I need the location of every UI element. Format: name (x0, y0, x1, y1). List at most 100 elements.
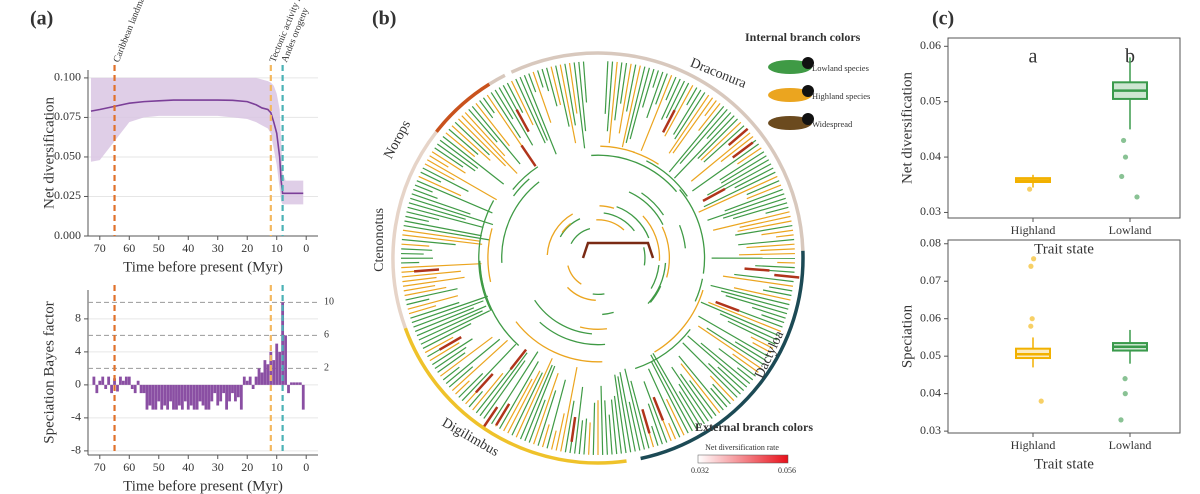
tip-branch (503, 378, 533, 432)
tip-branch (678, 355, 724, 411)
root-branch (581, 241, 655, 259)
tip-branch (614, 374, 627, 454)
tip-branch (692, 143, 760, 192)
bar (169, 384, 172, 402)
tip-branch (414, 307, 475, 332)
y-tick-label: 0.000 (54, 228, 81, 242)
bar (180, 384, 184, 410)
lizard-head (802, 85, 814, 97)
tip-branch (555, 65, 570, 127)
bar (133, 384, 137, 394)
bar (195, 384, 199, 410)
tip-branch (751, 306, 786, 319)
x-tick-label: 0 (303, 241, 309, 255)
point (1028, 323, 1034, 329)
tip-branch (618, 63, 632, 134)
panel-label: (b) (372, 8, 396, 30)
tip-branch (461, 343, 517, 402)
confidence-band (90, 77, 304, 205)
bar (148, 384, 152, 406)
tip-branch (410, 197, 494, 226)
x-tick-label: 0 (303, 460, 309, 474)
tip-branch (471, 105, 521, 165)
tip-branch (406, 298, 430, 306)
tip-branch (523, 75, 557, 155)
bar (186, 384, 190, 410)
tip-branch (668, 105, 725, 173)
tip-branch (411, 295, 489, 324)
internal-branch (679, 189, 706, 274)
bar (119, 376, 122, 385)
point (1027, 186, 1033, 192)
tip-branch (629, 67, 650, 140)
tip-branch (727, 320, 776, 345)
tip-branch (560, 367, 578, 452)
tip-branch (619, 62, 628, 104)
tip-branch (717, 366, 745, 392)
tip-branch (698, 103, 721, 131)
tip-branch (524, 365, 556, 442)
y-tick-label: 0.050 (54, 149, 81, 163)
tip-branch (413, 188, 438, 199)
tip-branch (700, 121, 742, 161)
tip-branch (746, 184, 782, 200)
point (1120, 137, 1127, 144)
internal-branch (646, 160, 688, 197)
tip-branch (411, 193, 471, 215)
internal-branch (479, 264, 520, 346)
bar (207, 384, 211, 410)
bar (204, 384, 208, 410)
tip-branch (551, 430, 557, 450)
bar (222, 384, 226, 394)
tip-branch (725, 295, 788, 315)
tip-branch (686, 87, 698, 106)
bar (130, 384, 134, 389)
lizard-icon (768, 60, 812, 74)
tip-branch (410, 301, 460, 319)
internal-branch (513, 178, 530, 197)
tip-branch (769, 286, 793, 292)
x-axis-title: Trait state (1034, 241, 1094, 257)
tip-branch (578, 420, 584, 455)
internal-branch (596, 219, 625, 231)
bar (295, 382, 299, 385)
clade-arc (391, 130, 438, 329)
internal-branch (650, 264, 660, 289)
tip-branch (402, 229, 480, 242)
bar (260, 372, 264, 385)
tip-branch (401, 252, 424, 255)
tip-branch (722, 275, 794, 287)
tip-branch (458, 372, 484, 398)
y-tick-label: -8 (71, 443, 81, 457)
tip-branch (643, 381, 668, 443)
tip-branch (703, 171, 776, 208)
tip-branch (647, 368, 681, 438)
tip-branch (401, 263, 482, 269)
tip-branch (604, 61, 609, 114)
internal-branch (546, 213, 574, 256)
tip-branch (407, 206, 484, 229)
x-tick-label: 40 (182, 460, 194, 474)
tip-branch (528, 399, 546, 443)
tip-branch (468, 391, 483, 408)
bar (172, 384, 175, 410)
internal-branch (641, 192, 665, 216)
tip-branch (541, 424, 550, 448)
tip-branch (418, 175, 462, 197)
y-axis-title: Net diversification (899, 71, 915, 184)
point (1118, 417, 1124, 423)
tip-branch (614, 62, 623, 121)
clade-label: Norops (381, 118, 414, 161)
tip-branch (405, 215, 429, 223)
tip-branch (673, 115, 735, 179)
internal-branch (602, 311, 614, 316)
tip-branch (762, 289, 792, 297)
tip-branch (429, 342, 460, 362)
tip-branch (437, 352, 466, 373)
tip-branch (703, 125, 745, 163)
tip-branch (750, 336, 774, 349)
tip-branch (706, 112, 732, 140)
tip-branch (668, 94, 710, 154)
point (1122, 391, 1128, 397)
tip-branch (519, 76, 548, 141)
